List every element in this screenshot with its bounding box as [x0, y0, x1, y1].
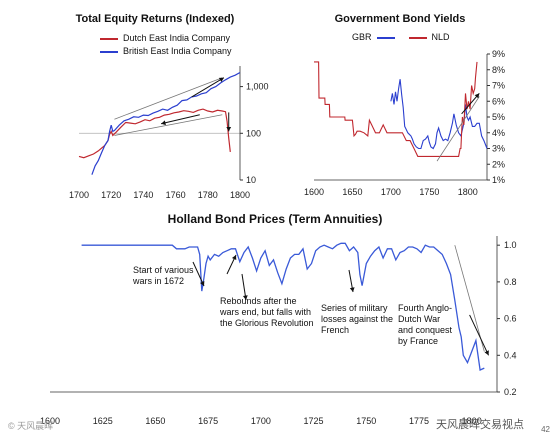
legend-label-dutch: Dutch East India Company: [123, 33, 231, 43]
chart1-arrow-down-head: [226, 126, 232, 132]
chart3-y-tick-label: 0.6: [504, 314, 517, 324]
chart1-title: Total Equity Returns (Indexed): [75, 13, 235, 25]
chart2-x-tick-label: 1600: [304, 187, 324, 197]
chart3-title: Holland Bond Prices (Term Annuities): [167, 212, 383, 226]
chart2-series-line: [314, 61, 478, 157]
chart1-arrow-left-head: [161, 120, 166, 126]
chart3-x-tick-label: 1675: [198, 416, 218, 426]
chart1-x-tick-label: 1720: [101, 190, 121, 200]
chart2-y-tick-label: 1%: [492, 175, 505, 185]
legend-item-dutch: Dutch East India Company: [100, 32, 232, 45]
chart2-x-tick-label: 1800: [458, 187, 478, 197]
chart1-arrow-left: [160, 114, 200, 125]
chart3-x-tick-label: 1725: [304, 416, 324, 426]
chart2-arrow-up: [461, 93, 480, 115]
chart1-arrow-up-head: [218, 77, 224, 83]
legend-item-nld: NLD: [408, 31, 450, 44]
chart2-y-tick-label: 2%: [492, 159, 505, 169]
chart1-y-tick-label: 10: [246, 175, 256, 185]
watermark-right: 天风晨晖交易视点: [436, 419, 524, 431]
chart1-x-tick-label: 1800: [230, 190, 250, 200]
chart3-y-tick-label: 0.8: [504, 277, 517, 287]
chart2-y-tick-label: 6%: [492, 96, 505, 106]
chart3-annotation-text: wars end, but falls with: [219, 307, 311, 317]
chart3-annotation-text: Start of various: [133, 265, 194, 275]
chart1-x-tick-label: 1780: [198, 190, 218, 200]
chart3-arrow-rebound-down-head: [242, 295, 248, 300]
chart3-annotation-text: wars in 1672: [132, 276, 184, 286]
chart3-annotation-text: Rebounds after the: [220, 296, 297, 306]
chart3-annotation-text: Fourth Anglo-: [398, 303, 452, 313]
chart1-y-tick-label: 1,000: [246, 82, 269, 92]
chart3-annotation-text: Series of military: [321, 303, 388, 313]
chart2-y-tick-label: 5%: [492, 112, 505, 122]
chart2-trend-line: [436, 96, 480, 162]
chart1-x-tick-label: 1740: [133, 190, 153, 200]
chart3-y-tick-label: 0.2: [504, 387, 517, 397]
chart2-x-tick-label: 1700: [381, 187, 401, 197]
chart3-x-tick-label: 1750: [356, 416, 376, 426]
chart2-arrow-up-head: [474, 93, 480, 99]
legend-label-british: British East India Company: [123, 46, 232, 56]
chart3-annotation-text: by France: [398, 336, 438, 346]
chart3-arrow-rebound-up-head: [231, 255, 237, 260]
chart2-y-tick-label: 9%: [492, 49, 505, 59]
chart3-annotation-text: losses against the: [321, 314, 393, 324]
legend-item-british: British East India Company: [100, 45, 232, 58]
chart2-x-tick-label: 1650: [342, 187, 362, 197]
chart2-x-tick-label: 1750: [419, 187, 439, 197]
chart3-annotation-text: the Glorious Revolution: [220, 318, 314, 328]
chart3-annotation-text: Dutch War: [398, 314, 440, 324]
chart3-annotation-text: French: [321, 325, 349, 335]
legend-item-gbr: GBR: [352, 31, 395, 44]
chart1-trend-line-british: [114, 77, 223, 120]
chart3-arrow-start-wars-head: [199, 281, 205, 286]
chart3-series-line: [81, 242, 485, 371]
chart2-legend: GBR NLD: [352, 31, 450, 44]
chart2-series-line: [390, 79, 488, 150]
chart3-x-tick-label: 1800: [462, 416, 482, 426]
chart3-x-tick-label: 1625: [93, 416, 113, 426]
chart2-y-tick-label: 8%: [492, 65, 505, 75]
chart3-arrow-fall: [469, 314, 490, 356]
chart3-annotation-text: and conquest: [398, 325, 453, 335]
legend-label-gbr: GBR: [352, 32, 372, 42]
chart3-y-tick-label: 0.4: [504, 350, 517, 360]
legend-label-nld: NLD: [431, 32, 450, 42]
chart3-y-tick-label: 1.0: [504, 240, 517, 250]
chart1-legend: Dutch East India Company British East In…: [100, 32, 232, 58]
chart3-x-tick-label: 1775: [409, 416, 429, 426]
chart1-series-line: [91, 71, 241, 175]
chart3-x-tick-label: 1600: [40, 416, 60, 426]
chart3-arrow-fall-head: [484, 350, 489, 356]
chart1-x-tick-label: 1700: [69, 190, 89, 200]
chart1-y-tick-label: 100: [246, 128, 261, 138]
chart1-trend-line-dutch: [114, 114, 223, 136]
chart1-x-tick-label: 1760: [166, 190, 186, 200]
chart2-y-tick-label: 3%: [492, 144, 505, 154]
chart3-x-tick-label: 1700: [251, 416, 271, 426]
chart3-arrow-french-losses-head: [349, 287, 355, 292]
chart3-trend-line: [454, 245, 485, 352]
chart3-arrow-start-wars: [192, 261, 205, 287]
chart3-x-tick-label: 1650: [145, 416, 165, 426]
chart2-y-tick-label: 4%: [492, 128, 505, 138]
chart2-y-tick-label: 7%: [492, 81, 505, 91]
watermark-left: © 天风晨晖: [8, 421, 54, 431]
page-number: 42: [541, 425, 550, 434]
chart2-title: Government Bond Yields: [334, 13, 466, 25]
chart1-arrow-up: [191, 77, 225, 98]
